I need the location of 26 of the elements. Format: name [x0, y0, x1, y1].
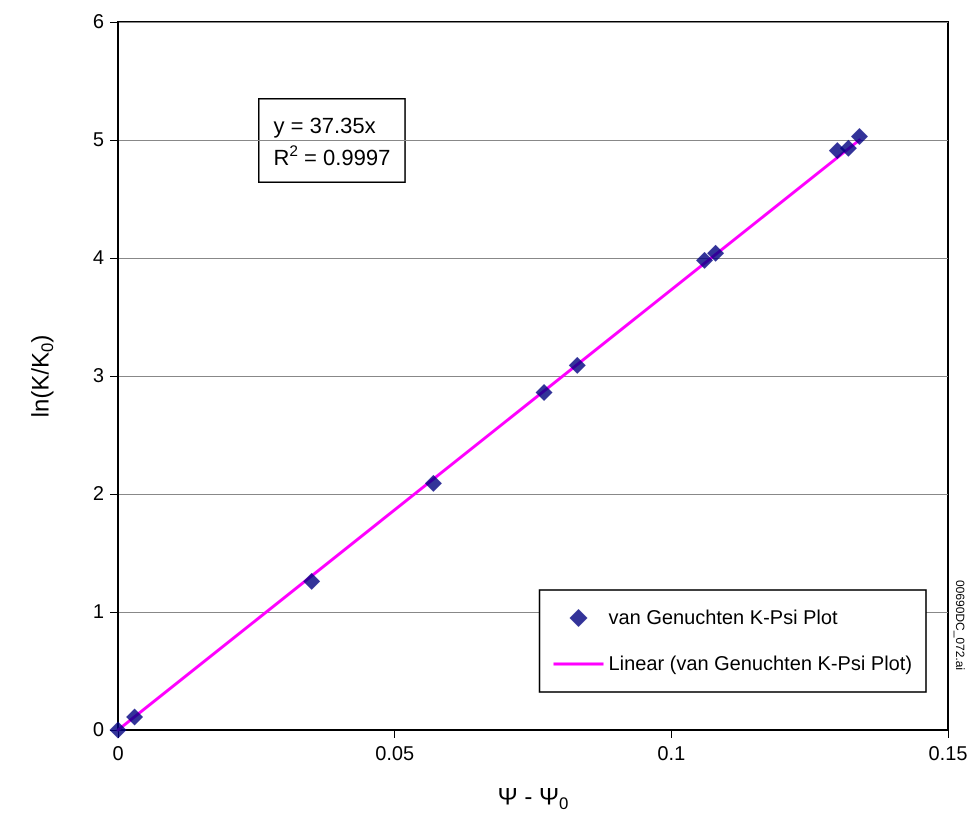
point [568, 356, 586, 374]
y-tick-label: 1 [92, 601, 104, 623]
y-tick-label: 5 [92, 129, 104, 151]
point [303, 572, 320, 590]
point [828, 142, 846, 160]
x-tick-label: 0.05 [375, 743, 414, 765]
y-axis-title: ln(K/K0) [27, 334, 57, 418]
y-tick-label: 3 [92, 365, 104, 387]
text: 00690DC_072.ai [953, 580, 967, 670]
x-tick-label: 0.15 [928, 743, 968, 765]
y-tick-label: 4 [92, 247, 104, 269]
legend-label: van Genuchten K-Psi Plot [608, 607, 838, 629]
point [696, 252, 714, 269]
point [110, 722, 126, 738]
point [126, 708, 144, 726]
point [850, 128, 868, 145]
y-tick-label: 2 [92, 483, 104, 505]
y-tick-label: 6 [92, 11, 104, 33]
point [707, 244, 724, 262]
point [424, 474, 442, 492]
x-tick-label: 0 [112, 743, 124, 765]
x-tick-label: 0.1 [657, 743, 686, 765]
point [536, 384, 553, 402]
legend-label: Linear (van Genuchten K-Psi Plot) [608, 653, 912, 675]
point [840, 140, 857, 157]
y-tick-label: 0 [92, 719, 104, 741]
